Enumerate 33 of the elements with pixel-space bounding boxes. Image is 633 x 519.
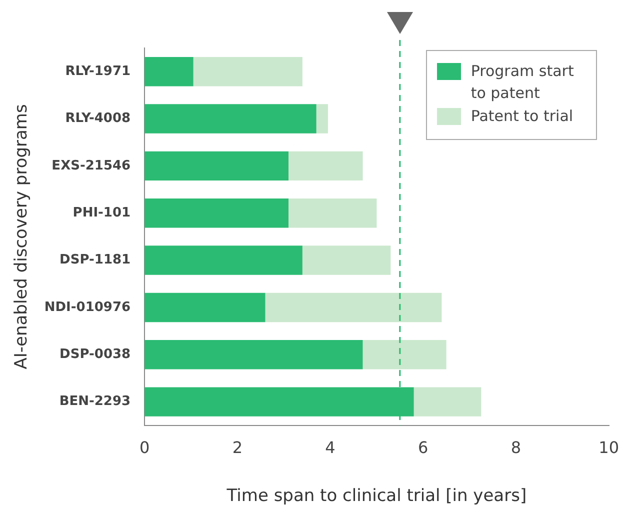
- bar: [362, 340, 446, 370]
- bar: [302, 246, 391, 275]
- x-axis-title: Time span to clinical trial [in years]: [226, 486, 527, 506]
- y-tick-label: PHI-101: [72, 205, 131, 220]
- x-tick-label: 2: [232, 438, 243, 458]
- legend-label: Program start to patent: [470, 61, 575, 104]
- x-tick-label: 6: [418, 438, 428, 458]
- bar: [288, 151, 363, 181]
- bar: [144, 198, 288, 228]
- bar: [316, 104, 328, 134]
- bar: [144, 151, 288, 181]
- x-tick-label: 4: [325, 438, 336, 458]
- legend-label: Patent to trial: [470, 106, 574, 127]
- bar: [414, 387, 482, 416]
- y-tick-label: BEN-2293: [59, 394, 131, 410]
- y-tick-label: DSP-0038: [60, 347, 131, 362]
- bar: [144, 292, 266, 322]
- y-axis-title: AI-enabled discovery programs: [12, 104, 32, 370]
- bar: [144, 104, 316, 134]
- bar: [144, 56, 194, 86]
- bar: [288, 198, 377, 228]
- bar: [144, 340, 363, 370]
- y-tick-label: RLY-1971: [65, 64, 131, 79]
- bar: [265, 292, 442, 322]
- bar: [144, 246, 302, 275]
- y-tick-label: EXS-21546: [52, 158, 131, 174]
- y-tick-label: DSP-1181: [60, 252, 131, 268]
- x-tick-label: 8: [510, 438, 522, 458]
- y-tick-label: NDI-010976: [44, 300, 131, 315]
- bar: [193, 56, 302, 86]
- x-tick-label: 0: [139, 438, 150, 458]
- x-tick-label: 10: [598, 438, 619, 458]
- y-tick-label: RLY-4008: [65, 111, 131, 126]
